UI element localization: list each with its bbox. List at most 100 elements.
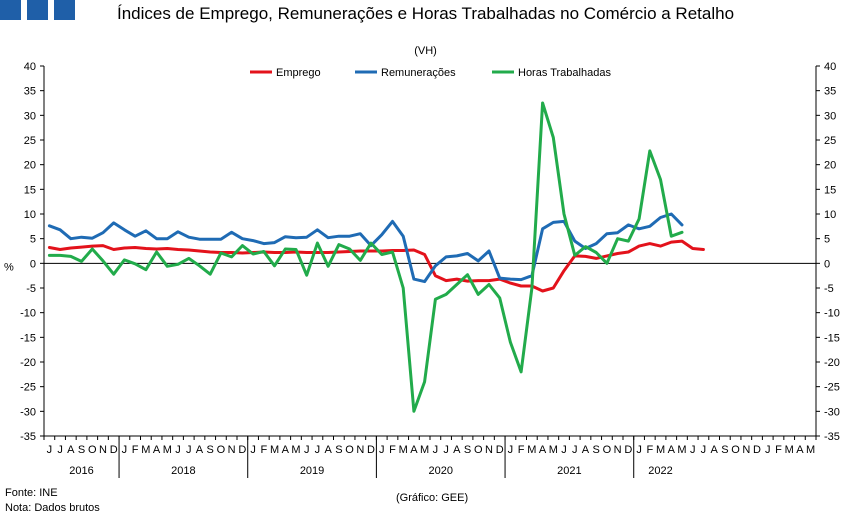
x-tick-label: N xyxy=(614,444,622,456)
x-tick-label: J xyxy=(379,444,385,456)
x-tick-label: M xyxy=(785,444,794,456)
chart-credit: (Gráfico: GEE) xyxy=(396,492,469,504)
x-tick-label: N xyxy=(356,444,364,456)
y-tick-label-right: 25 xyxy=(824,135,836,147)
x-tick-label: O xyxy=(88,444,97,456)
x-tick-label: O xyxy=(474,444,483,456)
legend-label: Emprego xyxy=(276,67,321,79)
x-tick-label: F xyxy=(132,444,139,456)
x-tick-label: F xyxy=(518,444,525,456)
x-tick-label: D xyxy=(238,444,246,456)
x-tick-label: F xyxy=(389,444,396,456)
y-tick-label-right: -20 xyxy=(824,357,840,369)
y-tick-label-left: -35 xyxy=(20,431,36,443)
x-tick-label: J xyxy=(57,444,63,456)
y-tick-label-left: 40 xyxy=(24,61,36,73)
x-tick-label: F xyxy=(260,444,267,456)
x-tick-label: M xyxy=(656,444,665,456)
x-tick-label: M xyxy=(527,444,536,456)
y-tick-label-left: 20 xyxy=(24,160,36,172)
x-tick-label: J xyxy=(250,444,256,456)
y-tick-label-right: 5 xyxy=(824,234,830,246)
y-tick-label-left: 35 xyxy=(24,86,36,98)
x-tick-label: D xyxy=(496,444,504,456)
x-tick-label: J xyxy=(315,444,321,456)
x-tick-label: M xyxy=(806,444,815,456)
x-tick-label: S xyxy=(207,444,214,456)
series-line-1 xyxy=(47,212,684,284)
y-tick-label-right: 0 xyxy=(824,258,830,270)
y-tick-label-right: 10 xyxy=(824,209,836,221)
x-tick-label: A xyxy=(196,444,204,456)
series-line-0 xyxy=(47,239,705,293)
y-tick-label-left: -5 xyxy=(26,283,36,295)
x-tick-label: M xyxy=(270,444,279,456)
y-tick-label-left: 15 xyxy=(24,184,36,196)
legend-label: Remunerações xyxy=(381,67,456,79)
legend-label: Horas Trabalhadas xyxy=(518,67,611,79)
x-tick-label: S xyxy=(78,444,85,456)
x-tick-label: J xyxy=(175,444,181,456)
year-label: 2022 xyxy=(648,465,672,477)
x-tick-label: M xyxy=(677,444,686,456)
y-tick-label-left: 25 xyxy=(24,135,36,147)
x-tick-label: S xyxy=(593,444,600,456)
x-tick-label: S xyxy=(464,444,471,456)
x-tick-label: S xyxy=(721,444,728,456)
y-tick-label-right: -35 xyxy=(824,431,840,443)
y-tick-label-right: 20 xyxy=(824,160,836,172)
x-tick-label: D xyxy=(753,444,761,456)
y-tick-label-left: -30 xyxy=(20,406,36,418)
x-tick-label: D xyxy=(367,444,375,456)
x-tick-label: O xyxy=(217,444,226,456)
y-tick-label-left: 5 xyxy=(30,234,36,246)
y-tick-label-right: -30 xyxy=(824,406,840,418)
x-tick-label: J xyxy=(765,444,771,456)
x-tick-label: D xyxy=(624,444,632,456)
x-tick-label: N xyxy=(485,444,493,456)
x-tick-label: M xyxy=(141,444,150,456)
x-tick-label: J xyxy=(690,444,696,456)
x-tick-label: N xyxy=(742,444,750,456)
chart-title: Índices de Emprego, Remunerações e Horas… xyxy=(116,4,735,23)
x-tick-label: A xyxy=(668,444,676,456)
x-tick-label: F xyxy=(775,444,782,456)
x-tick-label: A xyxy=(324,444,332,456)
x-tick-label: J xyxy=(122,444,128,456)
chart-subtitle: (VH) xyxy=(414,45,437,57)
year-label: 2018 xyxy=(171,465,195,477)
x-tick-label: F xyxy=(646,444,653,456)
year-label: 2019 xyxy=(300,465,324,477)
x-tick-label: J xyxy=(47,444,53,456)
x-tick-label: J xyxy=(508,444,514,456)
year-label: 2016 xyxy=(69,465,93,477)
x-tick-label: N xyxy=(99,444,107,456)
x-tick-label: N xyxy=(228,444,236,456)
x-tick-label: D xyxy=(110,444,118,456)
y-tick-label-right: 30 xyxy=(824,110,836,122)
x-tick-label: O xyxy=(603,444,612,456)
x-tick-label: O xyxy=(731,444,740,456)
data-note: Nota: Dados brutos xyxy=(5,502,100,514)
y-tick-label-right: -5 xyxy=(824,283,834,295)
x-tick-label: A xyxy=(410,444,418,456)
x-tick-label: A xyxy=(453,444,461,456)
x-tick-label: S xyxy=(335,444,342,456)
y-tick-label-left: -10 xyxy=(20,308,36,320)
y-tick-label-right: -10 xyxy=(824,308,840,320)
y-tick-label-right: 15 xyxy=(824,184,836,196)
year-label: 2021 xyxy=(557,465,581,477)
source-note: Fonte: INE xyxy=(5,487,58,499)
y-tick-label-left: -25 xyxy=(20,382,36,394)
y-tick-label-right: 40 xyxy=(824,61,836,73)
y-tick-label-left: 10 xyxy=(24,209,36,221)
x-tick-label: O xyxy=(345,444,354,456)
y-tick-label-left: 30 xyxy=(24,110,36,122)
year-label: 2020 xyxy=(428,465,452,477)
x-tick-label: A xyxy=(796,444,804,456)
x-tick-label: A xyxy=(710,444,718,456)
series-line-2 xyxy=(47,101,684,413)
y-tick-label-right: 35 xyxy=(824,86,836,98)
x-tick-label: A xyxy=(282,444,290,456)
